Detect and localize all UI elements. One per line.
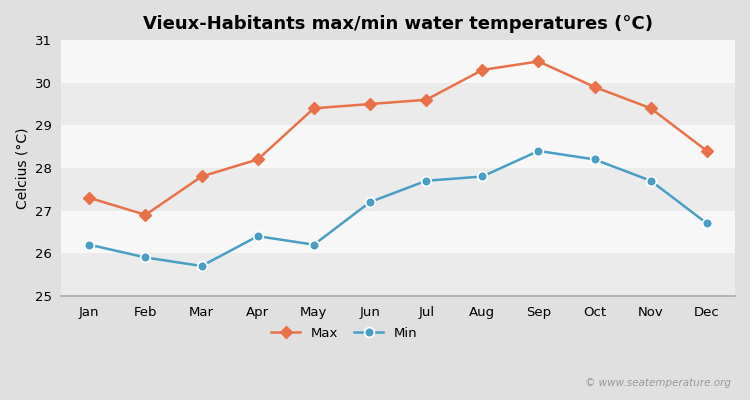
Line: Max: Max: [86, 57, 711, 219]
Bar: [62, 125, 735, 168]
Max: [534, 59, 543, 64]
Max: [590, 84, 599, 89]
Min: [422, 178, 430, 183]
Min: [141, 255, 150, 260]
Max: [478, 68, 487, 72]
Max: [365, 102, 374, 106]
Y-axis label: Celcius (°C): Celcius (°C): [15, 127, 29, 209]
Bar: [62, 210, 735, 253]
Max: [422, 97, 430, 102]
Min: [534, 148, 543, 153]
Text: © www.seatemperature.org: © www.seatemperature.org: [585, 378, 731, 388]
Min: [590, 157, 599, 162]
Max: [310, 106, 319, 111]
Bar: [62, 253, 735, 296]
Min: [85, 242, 94, 247]
Max: [703, 148, 712, 153]
Bar: [62, 168, 735, 210]
Title: Vieux-Habitants max/min water temperatures (°C): Vieux-Habitants max/min water temperatur…: [143, 15, 653, 33]
Max: [646, 106, 656, 111]
Max: [254, 157, 262, 162]
Line: Min: Min: [85, 146, 712, 271]
Max: [85, 196, 94, 200]
Legend: Max, Min: Max, Min: [266, 322, 422, 346]
Min: [310, 242, 319, 247]
Bar: [62, 83, 735, 125]
Bar: [62, 40, 735, 83]
Max: [141, 212, 150, 217]
Min: [478, 174, 487, 179]
Min: [703, 221, 712, 226]
Min: [254, 234, 262, 238]
Max: [197, 174, 206, 179]
Min: [365, 200, 374, 204]
Min: [646, 178, 656, 183]
Min: [197, 264, 206, 268]
